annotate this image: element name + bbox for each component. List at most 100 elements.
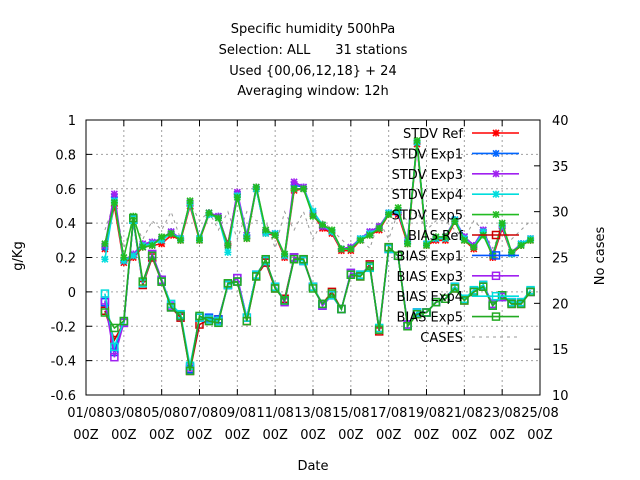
chart-title-line-2: Selection: ALL 31 stations <box>219 43 408 58</box>
legend-item: BIAS Exp1 <box>397 249 519 264</box>
legend-swatch-marker <box>491 251 501 260</box>
data-point <box>308 284 318 293</box>
x-tick-label-date: 03/08 <box>105 406 142 421</box>
series-line <box>104 217 532 372</box>
x-tick-label-hour: 00Z <box>527 428 553 443</box>
legend-item: BIAS Exp3 <box>397 270 519 285</box>
y2-tick-label: 35 <box>552 160 569 175</box>
data-point <box>110 352 119 362</box>
data-point <box>337 245 345 253</box>
y2-tick-label: 25 <box>552 252 569 267</box>
legend-label: STDV Ref <box>403 127 463 142</box>
y-tick-label: 0 <box>68 286 76 301</box>
data-point <box>195 311 204 321</box>
x-tick-label-date: 07/08 <box>181 406 218 421</box>
data-point <box>365 261 374 271</box>
data-point <box>110 323 119 333</box>
data-point <box>413 137 421 145</box>
data-point <box>517 241 525 250</box>
data-point <box>101 255 109 263</box>
data-point <box>385 210 393 219</box>
legend-item: BIAS Exp4 <box>397 290 519 305</box>
legend-label: STDV Exp1 <box>392 147 463 162</box>
data-point <box>327 289 337 298</box>
data-point <box>270 284 280 293</box>
data-point <box>166 303 176 312</box>
data-point <box>328 226 336 234</box>
data-point <box>318 299 327 309</box>
data-point <box>119 316 129 326</box>
data-point <box>460 236 468 244</box>
data-point <box>233 193 241 201</box>
x-tick-label-date: 11/08 <box>256 406 293 421</box>
data-point <box>204 316 214 326</box>
x-tick-label-date: 23/08 <box>483 406 520 421</box>
x-tick-label-date: 09/08 <box>219 406 256 421</box>
data-point <box>139 243 147 251</box>
y2-axis-ticks: 40 35 30 25 20 15 10 <box>534 114 569 404</box>
x-tick-label-date: 05/08 <box>143 406 180 421</box>
data-point <box>147 251 157 261</box>
y2-axis-label: No cases <box>593 227 608 286</box>
legend-swatch-marker <box>492 149 500 157</box>
x-tick-label-hour: 00Z <box>262 428 288 443</box>
legend-item: STDV Exp1 <box>392 147 519 162</box>
y2-tick-label: 10 <box>552 389 569 404</box>
data-point <box>432 233 440 241</box>
legend-swatch-marker <box>491 291 501 301</box>
data-point <box>356 272 365 281</box>
data-point <box>441 294 450 303</box>
data-point <box>148 241 156 250</box>
data-point <box>412 309 422 319</box>
data-point <box>185 366 195 376</box>
chart-title-line-4: Averaging window: 12h <box>237 84 389 99</box>
data-point <box>451 217 459 225</box>
legend-swatch-marker <box>492 190 500 198</box>
data-point <box>261 254 270 264</box>
y-tick-label: 0.6 <box>55 183 76 198</box>
x-tick-label-hour: 00Z <box>149 428 175 443</box>
legend-item: STDV Exp3 <box>392 168 519 183</box>
data-point <box>347 245 355 253</box>
legend-item: BIAS Ref <box>408 229 519 244</box>
data-point <box>470 243 478 251</box>
data-point <box>441 233 449 241</box>
data-point <box>280 296 289 305</box>
data-point <box>366 231 374 239</box>
legend-swatch-marker <box>491 271 501 281</box>
y2-tick-label: 15 <box>552 343 569 358</box>
legend-label: CASES <box>420 331 463 346</box>
legend-item: STDV Exp5 <box>392 209 519 224</box>
data-point <box>404 240 412 248</box>
data-point <box>242 316 252 326</box>
legend-label: STDV Exp3 <box>392 168 463 183</box>
series-line <box>104 140 531 259</box>
data-point <box>431 297 441 307</box>
data-point <box>167 229 175 238</box>
data-point <box>526 287 535 297</box>
y-tick-label: 0.2 <box>55 252 76 267</box>
data-point <box>271 231 279 239</box>
data-point <box>403 322 412 331</box>
y-tick-label: -0.4 <box>51 355 76 370</box>
data-point <box>224 241 232 250</box>
x-tick-label-hour: 00Z <box>489 428 515 443</box>
x-tick-label-hour: 00Z <box>225 428 251 443</box>
legend-swatch-marker <box>492 129 500 137</box>
legend-label: BIAS Exp4 <box>397 290 463 305</box>
data-point <box>290 178 298 186</box>
chart-title-block: Specific humidity 500hPa Selection: ALL … <box>219 22 408 99</box>
x-tick-label-hour: 00Z <box>414 428 440 443</box>
data-point <box>120 253 128 262</box>
y-tick-label: 0.8 <box>55 148 76 163</box>
data-point <box>337 304 346 314</box>
data-point <box>507 299 516 309</box>
data-point <box>233 277 242 286</box>
series-stdv-ref <box>101 140 535 267</box>
x-tick-label-hour: 00Z <box>452 428 478 443</box>
data-point <box>394 204 402 212</box>
y-tick-label: 0.4 <box>55 217 76 232</box>
data-point <box>158 233 166 241</box>
data-point <box>252 272 261 281</box>
